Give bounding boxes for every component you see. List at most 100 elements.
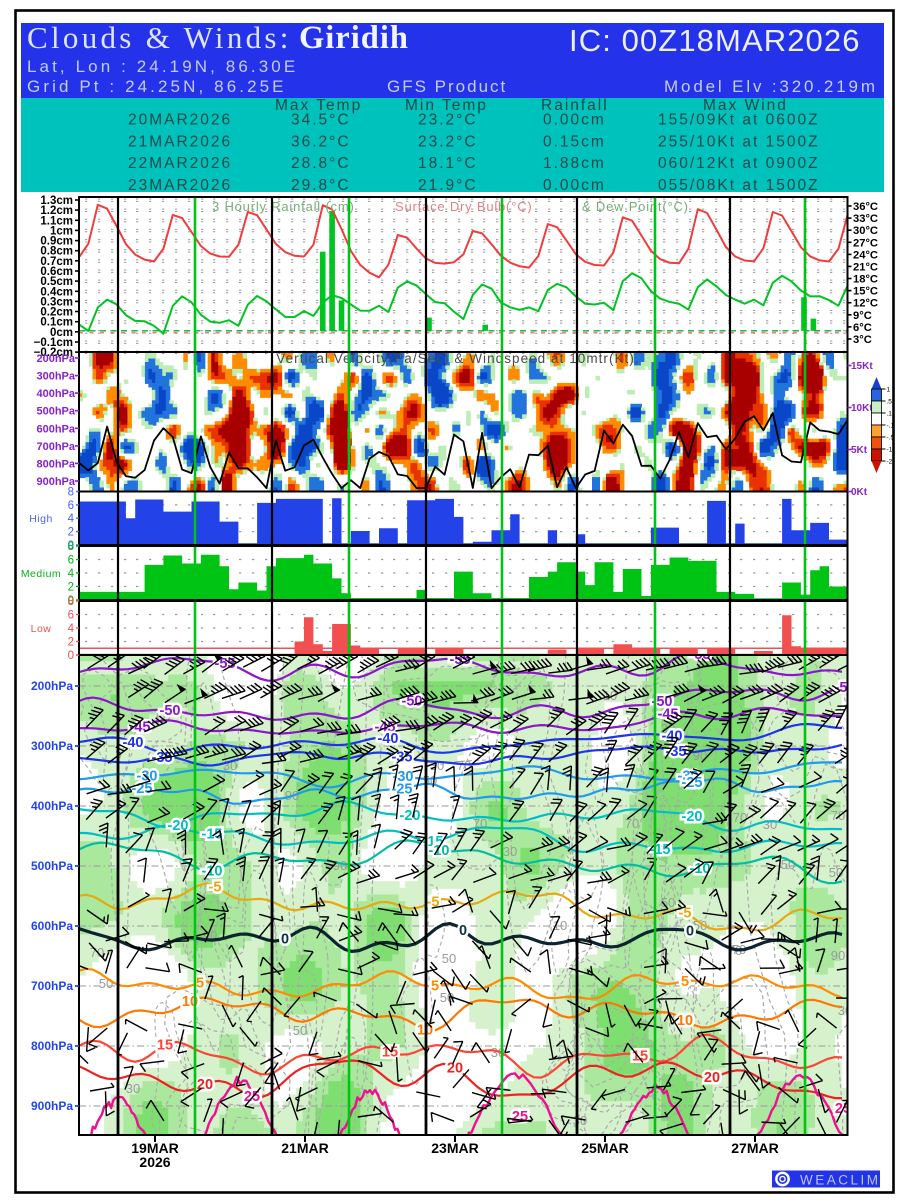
svg-text:-1: -1 (887, 447, 893, 454)
svg-text:2: 2 (68, 527, 74, 539)
svg-text:15: 15 (632, 1049, 648, 1065)
svg-text:30: 30 (430, 758, 444, 773)
svg-text:-10: -10 (202, 863, 223, 879)
svg-text:0.2cm: 0.2cm (40, 307, 73, 319)
svg-text:0: 0 (68, 650, 74, 662)
svg-text:055/08Kt at 1500Z: 055/08Kt at 1500Z (658, 177, 820, 194)
svg-text:-25: -25 (682, 775, 703, 791)
svg-text:5: 5 (431, 979, 439, 995)
svg-text:Lat, Lon : 24.19N, 86.30E: Lat, Lon : 24.19N, 86.30E (27, 57, 298, 76)
svg-text:-15: -15 (202, 826, 223, 842)
svg-text:-55: -55 (690, 647, 711, 663)
svg-text:0.15cm: 0.15cm (543, 134, 606, 151)
svg-text:23.2°C: 23.2°C (418, 112, 478, 129)
svg-text:200hPa: 200hPa (36, 353, 75, 365)
svg-text:23MAR: 23MAR (431, 1140, 478, 1156)
svg-text:6: 6 (68, 610, 74, 622)
svg-text:23.2°C: 23.2°C (418, 134, 478, 151)
svg-text:15Kt: 15Kt (851, 361, 873, 372)
svg-text:0cm: 0cm (50, 327, 73, 339)
svg-text:21°C: 21°C (853, 261, 878, 273)
svg-text:-55: -55 (690, 647, 711, 663)
svg-text:500hPa: 500hPa (36, 406, 75, 418)
svg-text:34.5°C: 34.5°C (291, 112, 351, 129)
svg-text:High: High (29, 513, 53, 525)
svg-text:10: 10 (677, 1013, 693, 1029)
svg-text:0: 0 (459, 923, 467, 939)
svg-text:27°C: 27°C (853, 237, 878, 249)
svg-text:30: 30 (838, 1003, 852, 1018)
svg-text:20: 20 (447, 1060, 463, 1076)
svg-text:36°C: 36°C (853, 201, 878, 213)
svg-text:0: 0 (459, 923, 467, 939)
svg-text:18°C: 18°C (853, 274, 878, 286)
svg-text:Surface Dry Bulb(°C): Surface Dry Bulb(°C) (395, 199, 533, 214)
svg-text:30: 30 (126, 1081, 140, 1096)
svg-text:-10: -10 (429, 843, 450, 859)
svg-text:1: 1 (887, 387, 891, 394)
svg-text:-20: -20 (400, 808, 421, 824)
svg-text:0: 0 (686, 924, 694, 940)
svg-text:-25: -25 (392, 782, 413, 798)
svg-text:-20: -20 (400, 808, 421, 824)
svg-text:GFS Product: GFS Product (387, 77, 507, 96)
svg-text:200hPa: 200hPa (31, 679, 73, 693)
svg-text:-5: -5 (679, 905, 692, 921)
svg-text:-40: -40 (378, 731, 399, 747)
svg-text:0.00cm: 0.00cm (543, 112, 606, 129)
svg-text:3°C: 3°C (853, 334, 872, 346)
svg-text:700hPa: 700hPa (31, 979, 73, 993)
svg-text:15: 15 (157, 1038, 173, 1054)
svg-text:060/12Kt at 0900Z: 060/12Kt at 0900Z (658, 155, 820, 172)
svg-text:-20: -20 (682, 809, 703, 825)
svg-text:-15: -15 (650, 842, 671, 858)
svg-text:90: 90 (333, 858, 347, 873)
svg-text:3 Hourly Rainfall (cm): 3 Hourly Rainfall (cm) (212, 199, 355, 214)
svg-text:Min Temp: Min Temp (405, 97, 488, 114)
svg-text:29.8°C: 29.8°C (291, 177, 351, 194)
svg-text:-30: -30 (393, 769, 414, 785)
svg-text:-25: -25 (392, 782, 413, 798)
svg-text:IC: 00Z18MAR2026: IC: 00Z18MAR2026 (569, 23, 861, 58)
svg-text:-40: -40 (123, 735, 144, 751)
svg-text:-50: -50 (652, 694, 673, 710)
svg-text:-55: -55 (215, 656, 236, 672)
svg-text:1.2cm: 1.2cm (40, 205, 73, 217)
svg-text:2: 2 (68, 637, 74, 649)
svg-text:27MAR: 27MAR (731, 1140, 778, 1156)
svg-text:28.8°C: 28.8°C (291, 155, 351, 172)
svg-text:6°C: 6°C (853, 322, 872, 334)
svg-text:20MAR2026: 20MAR2026 (128, 112, 232, 129)
svg-text:4: 4 (68, 513, 75, 525)
svg-text:18.1°C: 18.1°C (418, 155, 478, 172)
svg-text:Max Wind: Max Wind (703, 97, 788, 114)
svg-text:50: 50 (661, 895, 675, 910)
svg-text:−0.2cm: −0.2cm (34, 347, 73, 359)
svg-text:0.00cm: 0.00cm (543, 177, 606, 194)
svg-text:50: 50 (293, 1023, 307, 1038)
svg-text:-15: -15 (202, 826, 223, 842)
svg-text:10: 10 (603, 688, 617, 703)
svg-text:5: 5 (681, 974, 689, 990)
svg-text:1.3cm: 1.3cm (40, 195, 73, 207)
svg-text:50: 50 (442, 951, 456, 966)
svg-text:0.3cm: 0.3cm (40, 296, 73, 308)
svg-text:-40: -40 (378, 731, 399, 747)
svg-text:21MAR2026: 21MAR2026 (128, 134, 232, 151)
svg-text:-30: -30 (137, 768, 158, 784)
svg-text:0.8cm: 0.8cm (40, 246, 73, 258)
svg-text:0: 0 (68, 595, 74, 607)
svg-text:25MAR: 25MAR (581, 1140, 628, 1156)
svg-text:400hPa: 400hPa (36, 388, 75, 400)
svg-text:-20: -20 (682, 809, 703, 825)
svg-text:.5: .5 (887, 399, 893, 406)
svg-text:300hPa: 300hPa (36, 371, 75, 383)
svg-text:Clouds & Winds:: Clouds & Winds: (27, 20, 292, 55)
svg-text:5Kt: 5Kt (851, 445, 868, 456)
svg-text:20: 20 (447, 1060, 463, 1076)
svg-text:-45: -45 (658, 706, 679, 722)
svg-text:& Dew Point(°C): & Dew Point(°C) (582, 199, 689, 214)
svg-text:800hPa: 800hPa (31, 1039, 73, 1053)
svg-text:4: 4 (68, 623, 75, 635)
svg-text:-20: -20 (168, 818, 189, 834)
